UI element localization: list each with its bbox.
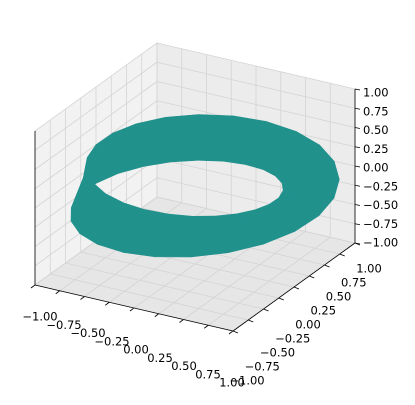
axis-line xyxy=(34,284,234,332)
y-tick xyxy=(232,330,239,334)
x-tick xyxy=(129,307,135,312)
x-tick xyxy=(228,330,234,335)
grid-line xyxy=(156,81,356,128)
y-tick xyxy=(324,264,330,268)
z-tick xyxy=(354,107,361,110)
y-tick-label: 0.50 xyxy=(326,290,352,304)
y-tick xyxy=(309,275,315,279)
grid-line xyxy=(156,177,356,225)
x-tick xyxy=(55,290,60,295)
x-tick xyxy=(80,296,85,300)
z-tick-label: 0.50 xyxy=(363,123,389,137)
z-tick xyxy=(354,223,361,226)
x-tick-label: 0.50 xyxy=(171,359,197,373)
y-tick-label: −1.00 xyxy=(229,374,264,388)
x-tick xyxy=(154,313,159,318)
grid-line xyxy=(34,81,158,170)
z-tick-label: −1.00 xyxy=(363,236,398,250)
grid-line xyxy=(34,42,158,132)
x-tick-label: 0.00 xyxy=(123,343,149,357)
z-tick xyxy=(354,184,361,187)
x-tick-label: −0.50 xyxy=(70,326,105,340)
z-tick xyxy=(354,127,361,129)
z-tick xyxy=(354,204,361,206)
x-tick-label: −0.25 xyxy=(94,334,129,348)
z-tick xyxy=(354,146,361,149)
y-tick-label: −0.25 xyxy=(275,332,310,346)
y-tick-label: −0.75 xyxy=(245,360,280,374)
z-tick-label: 0.25 xyxy=(363,142,389,156)
x-tick-label: 0.75 xyxy=(195,367,221,381)
y-tick xyxy=(248,319,254,323)
x-tick-label: −0.75 xyxy=(46,318,81,332)
x-tick xyxy=(30,284,36,289)
surface-face xyxy=(165,114,199,163)
y-tick xyxy=(278,297,284,301)
y-tick-label: 0.00 xyxy=(295,318,321,332)
grid-line xyxy=(50,273,249,321)
z-tick-label: −0.75 xyxy=(363,217,398,231)
z-tick-label: 1.00 xyxy=(363,86,389,100)
grid-line xyxy=(65,262,264,310)
grid-line xyxy=(34,61,158,151)
x-tick xyxy=(204,324,209,329)
y-tick xyxy=(263,308,269,312)
z-tick-label: 0.00 xyxy=(363,161,389,175)
z-tick xyxy=(354,242,361,245)
y-tick-label: 1.00 xyxy=(356,262,382,276)
z-tick-label: 0.75 xyxy=(363,104,389,118)
z-tick xyxy=(354,165,361,168)
z-tick xyxy=(354,88,361,91)
y-tick xyxy=(339,253,345,257)
y-tick-label: 0.75 xyxy=(341,276,367,290)
x-tick-label: 0.25 xyxy=(147,351,173,365)
grid-line xyxy=(156,42,356,90)
y-tick-label: −0.50 xyxy=(260,346,295,360)
axis-line xyxy=(232,242,356,332)
grid-line xyxy=(80,251,279,299)
y-tick xyxy=(293,286,300,290)
x-tick-label: 1.00 xyxy=(219,376,245,390)
y-tick-label: 0.25 xyxy=(310,304,336,318)
z-tick-label: −0.50 xyxy=(363,198,398,212)
surface-face xyxy=(154,213,193,258)
grid-line xyxy=(156,61,356,109)
x-tick xyxy=(105,301,110,306)
x-tick xyxy=(179,319,184,323)
x-tick-label: −1.00 xyxy=(22,310,57,324)
z-tick-label: −0.25 xyxy=(363,179,398,193)
